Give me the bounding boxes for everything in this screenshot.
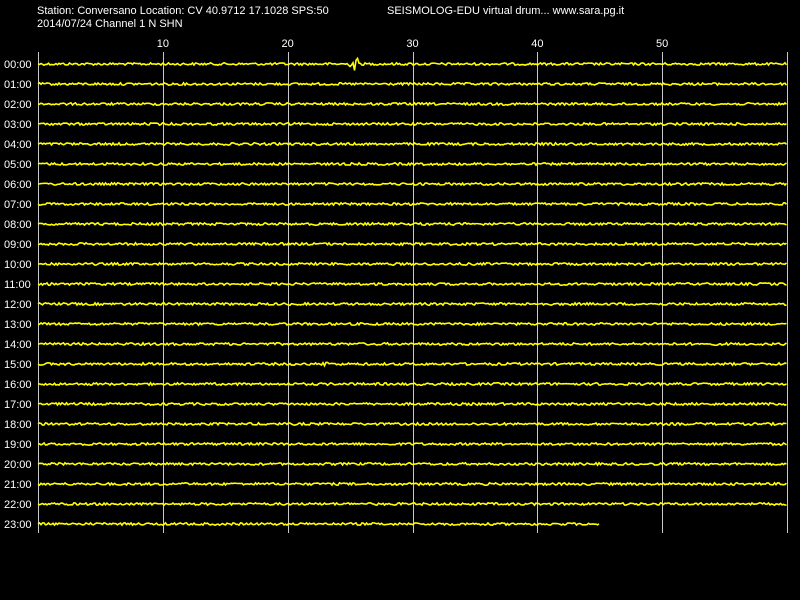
trace-2300 — [37, 521, 600, 527]
trace-0800 — [37, 221, 787, 227]
hour-label-0700: 07:00 — [4, 199, 32, 211]
hour-label-1800: 18:00 — [4, 419, 32, 431]
hour-label-0600: 06:00 — [4, 179, 32, 191]
trace-0200 — [37, 101, 788, 107]
hour-label-0200: 02:00 — [4, 99, 32, 111]
trace-1800 — [37, 421, 787, 427]
trace-1500 — [37, 361, 787, 368]
trace-2100 — [37, 481, 787, 487]
hour-label-2300: 23:00 — [4, 519, 32, 531]
hour-label-2200: 22:00 — [4, 499, 32, 511]
trace-2000 — [37, 461, 787, 467]
brand-title-text: SEISMOLOG-EDU virtual drum... www.sara.p… — [387, 5, 625, 17]
hour-label-0300: 03:00 — [4, 119, 32, 131]
hour-label-1400: 14:00 — [4, 339, 32, 351]
trace-0900 — [37, 241, 787, 247]
hour-label-1300: 13:00 — [4, 319, 32, 331]
hour-label-0500: 05:00 — [4, 159, 32, 171]
trace-1000 — [37, 261, 788, 267]
hour-label-0100: 01:00 — [4, 79, 32, 91]
hour-label-1200: 12:00 — [4, 299, 32, 311]
hour-label-1900: 19:00 — [4, 439, 32, 451]
trace-1300 — [37, 321, 787, 327]
traces — [37, 56, 788, 527]
hour-label-0900: 09:00 — [4, 239, 32, 251]
trace-0100 — [37, 81, 788, 87]
hour-label-0400: 04:00 — [4, 139, 32, 151]
trace-0500 — [37, 161, 787, 167]
trace-1200 — [37, 301, 787, 307]
x-tick-label-30: 30 — [406, 38, 418, 50]
hour-labels: 00:00 01:00 02:00 03:00 04:00 05:00 06:00 07:00… — [4, 59, 32, 531]
hour-label-2000: 20:00 — [4, 459, 32, 471]
hour-label-0000: 00:00 — [4, 59, 32, 71]
hour-label-1600: 16:00 — [4, 379, 32, 391]
trace-1600 — [37, 381, 787, 387]
gridlines — [38, 52, 788, 533]
hour-label-0800: 08:00 — [4, 219, 32, 231]
x-tick-label-20: 20 — [282, 38, 294, 50]
hour-label-1700: 17:00 — [4, 399, 32, 411]
trace-2200 — [37, 501, 787, 507]
trace-0300 — [37, 121, 787, 127]
trace-0700 — [37, 201, 788, 207]
trace-1900 — [37, 441, 787, 447]
date-channel-text: 2014/07/24 Channel 1 N SHN — [37, 18, 183, 30]
hour-label-1500: 15:00 — [4, 359, 32, 371]
trace-0600 — [37, 181, 788, 187]
x-tick-label-40: 40 — [531, 38, 543, 50]
trace-0400 — [37, 141, 788, 147]
hour-label-1100: 11:00 — [4, 279, 31, 291]
hour-label-1000: 10:00 — [4, 259, 32, 271]
trace-1100 — [37, 281, 787, 287]
x-tick-label-50: 50 — [656, 38, 668, 50]
trace-1700 — [37, 401, 787, 407]
x-tick-label-10: 10 — [157, 38, 169, 50]
trace-1400 — [37, 341, 787, 347]
station-info-text: Station: Conversano Location: CV 40.9712… — [37, 5, 329, 17]
trace-0000 — [37, 56, 788, 71]
hour-label-2100: 21:00 — [4, 479, 32, 491]
x-tick-labels: 10 20 30 40 50 — [157, 38, 669, 50]
